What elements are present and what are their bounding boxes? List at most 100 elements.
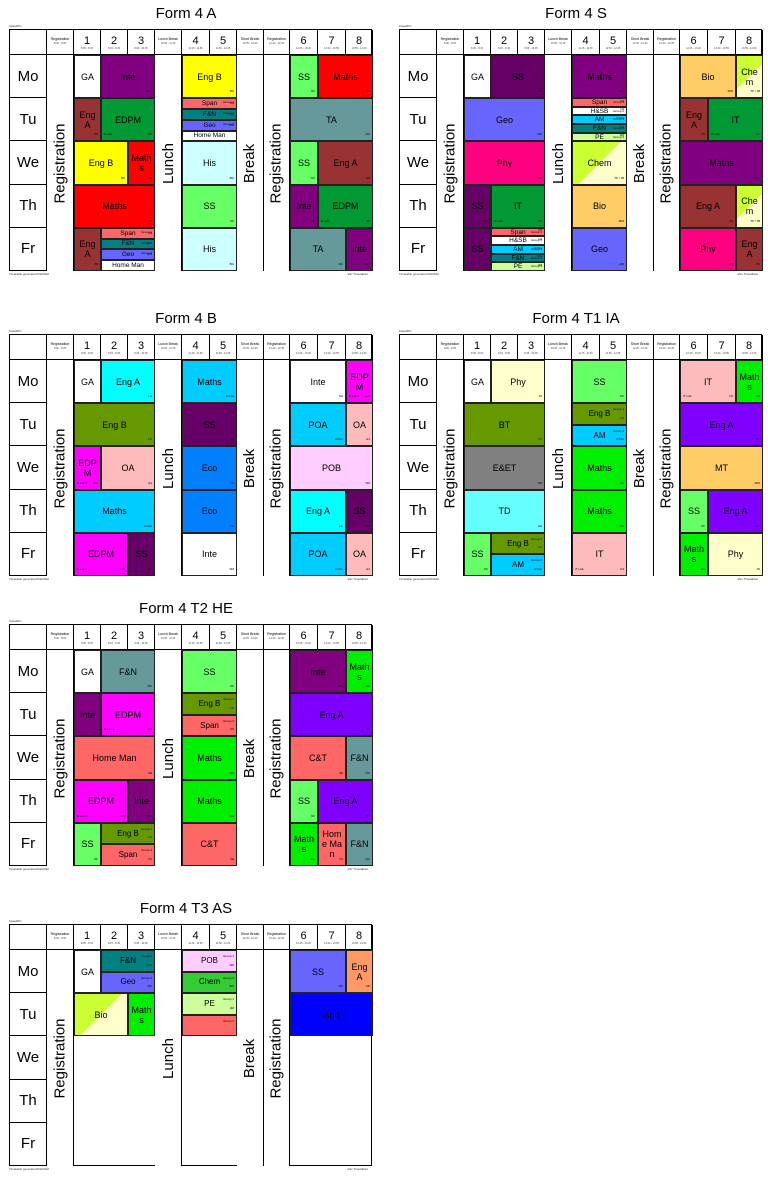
lesson-cell[interactable]: OA EJ bbox=[346, 403, 373, 447]
lesson-cell[interactable]: SS CF bbox=[182, 403, 237, 447]
lesson-cell[interactable]: Eng A VS bbox=[318, 141, 373, 185]
lesson-cell[interactable]: Maths JS bbox=[128, 141, 155, 185]
lesson-cell[interactable]: IT JM IT Lab bbox=[491, 184, 545, 228]
lesson-cell[interactable]: Inte SM bbox=[182, 532, 237, 576]
lesson-cell-group[interactable]: Group 2 bbox=[182, 1014, 237, 1037]
lesson-cell[interactable]: SS CF bbox=[128, 532, 155, 576]
lesson-cell[interactable]: SS CF bbox=[346, 489, 373, 533]
lesson-cell-group[interactable]: F&N Group 4 CG bbox=[572, 124, 627, 133]
lesson-cell[interactable]: Eng A ST bbox=[708, 489, 763, 533]
lesson-cell[interactable]: Inte MO bbox=[290, 184, 318, 228]
lesson-cell[interactable]: IT DJ IT Lab bbox=[572, 532, 627, 576]
lesson-cell[interactable]: C&T VE bbox=[182, 822, 237, 866]
lesson-cell[interactable]: Maths CA bbox=[572, 446, 627, 490]
lesson-cell[interactable]: Inte MO bbox=[128, 779, 155, 823]
lesson-cell[interactable]: Bio MW bbox=[680, 55, 736, 99]
lesson-cell[interactable]: Maths A Dav bbox=[74, 489, 155, 533]
lesson-cell[interactable]: Maths CA bbox=[182, 779, 237, 823]
lesson-cell[interactable]: Maths MO bbox=[680, 141, 763, 185]
lesson-cell-group[interactable]: Span Group 1 VS bbox=[572, 98, 627, 107]
lesson-cell[interactable]: Phy DS bbox=[464, 141, 545, 185]
lesson-cell[interactable]: GA bbox=[74, 950, 101, 994]
lesson-cell[interactable]: EDPM JM E Lab bbox=[318, 184, 373, 228]
lesson-cell[interactable]: Phy JS bbox=[491, 360, 545, 404]
lesson-cell[interactable]: Inte MO bbox=[346, 227, 373, 271]
lesson-cell[interactable]: Home Man VS bbox=[318, 822, 346, 866]
lesson-cell[interactable]: SS KF bbox=[464, 532, 491, 576]
lesson-cell[interactable]: IT JM IT Lab bbox=[708, 98, 763, 142]
lesson-cell-group[interactable]: H&SB Group 2 NJ bbox=[572, 106, 627, 116]
lesson-cell[interactable]: Eco YS bbox=[182, 489, 237, 533]
lesson-cell[interactable]: SS KF bbox=[74, 822, 101, 866]
lesson-cell-group[interactable]: POB Group 1 SM bbox=[182, 950, 237, 972]
lesson-cell-group[interactable]: PE Group 5 2M bbox=[572, 132, 627, 142]
lesson-cell[interactable]: Eng A VS bbox=[74, 98, 101, 142]
lesson-cell-group[interactable]: F&N Group 1 CG bbox=[101, 950, 155, 972]
lesson-cell[interactable]: E&ET DR bbox=[464, 446, 545, 490]
lesson-cell[interactable]: Eng A LH bbox=[290, 489, 346, 533]
lesson-cell-group[interactable]: Eng B Group 1 LC bbox=[101, 822, 155, 845]
lesson-cell-group[interactable]: Span Group 1 VS bbox=[101, 227, 155, 239]
lesson-cell[interactable]: Maths CA bbox=[736, 360, 763, 404]
lesson-cell[interactable]: EDPM SW E Lab 2 bbox=[346, 360, 373, 404]
lesson-cell-group[interactable]: Span Group 1 VS bbox=[491, 227, 545, 237]
lesson-cell[interactable]: SS CF bbox=[464, 184, 491, 228]
lesson-cell-group[interactable]: AM Group 2 A Dav bbox=[572, 424, 627, 447]
lesson-cell[interactable]: Maths CA bbox=[572, 489, 627, 533]
lesson-cell[interactable]: Eng B BK bbox=[182, 55, 237, 99]
lesson-cell[interactable]: Maths JS bbox=[74, 184, 155, 228]
lesson-cell[interactable]: Inte MO bbox=[74, 693, 101, 737]
lesson-cell[interactable]: Phy JS bbox=[708, 532, 763, 576]
lesson-cell[interactable]: Maths A Dav bbox=[182, 360, 237, 404]
lesson-cell[interactable]: Eng A ST bbox=[290, 693, 373, 737]
lesson-cell-group[interactable]: Home Man bbox=[182, 130, 237, 142]
lesson-cell[interactable]: SS KF bbox=[182, 650, 237, 694]
lesson-cell[interactable]: Eng A VS bbox=[736, 227, 763, 271]
lesson-cell[interactable]: SS KF bbox=[290, 55, 318, 99]
lesson-cell[interactable]: TA RC bbox=[290, 98, 373, 142]
lesson-cell[interactable]: Eng A ST bbox=[318, 779, 373, 823]
lesson-cell[interactable]: Geo AW bbox=[464, 98, 545, 142]
lesson-cell[interactable]: POA A Dav bbox=[290, 403, 346, 447]
lesson-cell[interactable]: Agri bbox=[290, 993, 373, 1037]
lesson-cell[interactable]: Inte MO bbox=[290, 650, 346, 694]
lesson-cell[interactable]: Eng B LC bbox=[74, 403, 155, 447]
lesson-cell[interactable]: His BG bbox=[182, 227, 237, 271]
lesson-cell[interactable]: GA bbox=[74, 650, 101, 694]
lesson-cell[interactable]: IT DJ IT Lab bbox=[680, 360, 736, 404]
lesson-cell[interactable]: TA RC bbox=[290, 227, 346, 271]
lesson-cell[interactable]: EDPM JM E Lab bbox=[101, 98, 155, 142]
lesson-cell[interactable]: SS CF bbox=[491, 55, 545, 99]
lesson-cell[interactable]: Maths CA bbox=[182, 736, 237, 780]
lesson-cell[interactable]: EDPM SW E Lab 2 bbox=[74, 532, 128, 576]
lesson-cell[interactable]: Eng A VS bbox=[74, 227, 101, 271]
lesson-cell[interactable]: SS KF bbox=[290, 141, 318, 185]
lesson-cell-group[interactable]: PE Group 1 2M bbox=[182, 993, 237, 1015]
lesson-cell-group[interactable]: H&SB Group 2 NJ bbox=[491, 236, 545, 246]
lesson-cell[interactable]: Bio bbox=[74, 993, 128, 1037]
lesson-cell[interactable]: His BG bbox=[182, 141, 237, 185]
lesson-cell[interactable]: POA A Dav bbox=[290, 532, 346, 576]
lesson-cell[interactable]: SS KF bbox=[572, 360, 627, 404]
lesson-cell[interactable]: Chem TP / JB bbox=[736, 184, 763, 228]
lesson-cell[interactable]: Eng A ST bbox=[680, 403, 763, 447]
lesson-cell[interactable]: F&N RC bbox=[346, 822, 373, 866]
lesson-cell[interactable]: Maths bbox=[128, 993, 155, 1037]
lesson-cell[interactable]: Eng A VS bbox=[680, 184, 736, 228]
lesson-cell-group[interactable]: Chem Group 2 GM bbox=[182, 971, 237, 994]
lesson-cell-group[interactable]: Geo Group 2 AW bbox=[101, 971, 155, 994]
lesson-cell[interactable]: SS AW bbox=[290, 950, 346, 994]
lesson-cell-group[interactable]: Home Man bbox=[101, 260, 155, 271]
lesson-cell[interactable]: EDPM SW E Lab 2 bbox=[101, 693, 155, 737]
lesson-cell[interactable]: GA bbox=[74, 360, 101, 404]
lesson-cell[interactable]: Maths MO bbox=[572, 55, 627, 99]
lesson-cell[interactable]: C&T VE bbox=[290, 736, 346, 780]
lesson-cell[interactable]: Maths JS bbox=[318, 55, 373, 99]
lesson-cell[interactable]: Eng A HD bbox=[346, 950, 373, 994]
lesson-cell-group[interactable]: Eng B Group 1 LC bbox=[572, 403, 627, 425]
lesson-cell[interactable]: Eng A VS bbox=[680, 98, 708, 142]
lesson-cell[interactable]: POB SM bbox=[290, 446, 373, 490]
lesson-cell[interactable]: Eco YS bbox=[182, 446, 237, 490]
lesson-cell[interactable]: Phy DS bbox=[680, 227, 736, 271]
lesson-cell[interactable]: SS KF bbox=[680, 489, 708, 533]
